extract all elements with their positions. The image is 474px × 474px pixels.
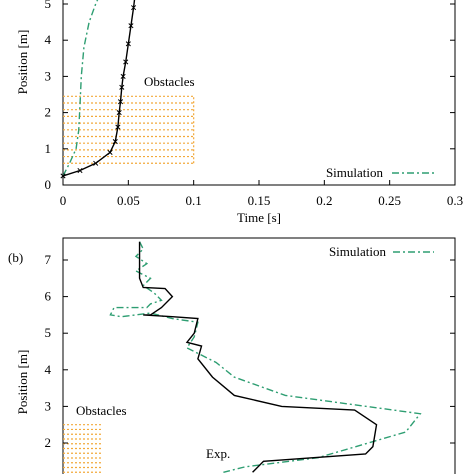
data-point-marker [125,41,131,47]
x-tick-label: 0.1 [186,193,202,208]
legend-label-b: Simulation [329,244,387,259]
y-tick-label: 0 [45,177,52,192]
panel-tag-b: (b) [8,250,23,265]
y-tick-label: 4 [45,32,52,47]
y-tick-label: 7 [45,252,52,267]
data-point-marker [115,124,121,130]
plot-frame-b [62,237,456,474]
simulation-line-a [62,0,99,177]
data-point-marker [128,23,134,29]
panel-b-chart: (b) Obstacles 2 3 4 5 6 7 Position [m] Exp. Simula… [8,237,456,474]
x-tick-label: 0.2 [316,193,332,208]
experiment-line-b [138,241,378,473]
data-point-marker [117,99,124,105]
data-point-marker [116,110,122,116]
legend-label-a: Simulation [326,165,384,180]
data-point-marker [107,149,113,155]
x-axis-label-a: Time [s] [237,210,281,225]
data-point-marker [119,84,125,90]
obstacles-label-b: Obstacles [76,403,127,418]
data-point-marker [93,160,99,166]
data-point-marker [112,139,118,145]
data-point-marker [77,167,83,174]
panel-a-chart: Obstacles 0 0.05 0.1 0.15 0.2 0.25 0.3 0 1 2 3 4 5 Tim… [15,0,463,225]
data-point-marker [123,59,129,65]
y-tick-label: 5 [45,0,52,11]
x-tick-label: 0.3 [447,193,463,208]
x-tick-label: 0.15 [248,193,271,208]
y-tick-label: 3 [45,68,52,83]
data-point-marker [131,5,137,11]
y-tick-label: 2 [45,105,52,120]
data-point-marker [120,73,126,79]
y-tick-label: 6 [45,289,52,304]
y-axis-label-b: Position [m] [15,350,30,415]
simulation-line-b [109,241,422,473]
exp-label-b: Exp. [206,446,230,461]
x-tick-label: 0.05 [117,193,140,208]
y-tick-label: 5 [45,325,52,340]
data-point-marker [60,173,66,179]
x-tick-label: 0.25 [378,193,401,208]
obstacles-label-a: Obstacles [144,74,195,89]
x-tick-label: 0 [60,193,67,208]
y-tick-label: 3 [45,398,52,413]
y-tick-label: 1 [45,141,52,156]
y-axis-label-a: Position [m] [15,30,30,95]
y-tick-label: 2 [45,435,52,450]
y-tick-label: 4 [45,362,52,377]
